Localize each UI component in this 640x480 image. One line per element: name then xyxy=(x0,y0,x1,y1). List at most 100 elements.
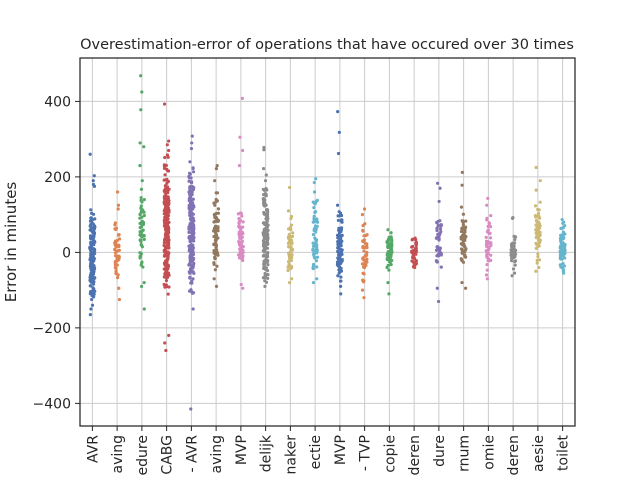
data-point xyxy=(386,257,390,261)
data-point xyxy=(313,236,317,240)
data-point xyxy=(386,240,390,244)
data-point xyxy=(93,240,97,244)
data-point xyxy=(340,218,344,222)
data-point xyxy=(286,209,291,213)
data-point xyxy=(189,146,194,151)
data-point xyxy=(287,255,292,259)
data-point xyxy=(117,297,122,302)
data-point xyxy=(435,220,439,225)
data-point xyxy=(511,256,516,260)
data-point xyxy=(410,245,414,249)
data-point xyxy=(266,276,270,280)
data-point xyxy=(89,280,93,284)
data-point xyxy=(216,211,220,215)
data-point xyxy=(188,213,192,217)
data-point xyxy=(215,163,219,168)
data-point xyxy=(462,238,466,242)
data-point xyxy=(241,286,245,290)
data-point xyxy=(312,180,316,185)
data-point xyxy=(562,271,566,275)
data-point xyxy=(389,262,393,267)
data-point xyxy=(485,203,489,207)
data-point xyxy=(537,265,541,270)
data-point xyxy=(92,232,96,236)
data-point xyxy=(536,252,540,256)
data-point xyxy=(191,197,195,201)
data-point xyxy=(264,217,268,221)
data-point xyxy=(336,151,341,156)
data-point xyxy=(336,274,340,278)
data-point xyxy=(262,145,266,150)
strip-series xyxy=(410,236,419,270)
data-point xyxy=(360,213,365,217)
strip-series xyxy=(88,152,97,317)
data-point xyxy=(117,233,121,237)
data-point xyxy=(114,270,118,275)
data-point xyxy=(164,246,168,250)
data-point xyxy=(263,260,267,264)
data-point xyxy=(116,203,121,207)
data-point xyxy=(114,241,118,245)
data-point xyxy=(513,259,518,263)
data-point xyxy=(263,212,267,216)
data-point xyxy=(488,231,492,235)
data-point xyxy=(488,225,493,229)
data-point xyxy=(115,190,120,194)
data-point xyxy=(215,264,219,268)
data-point xyxy=(240,214,244,218)
data-point xyxy=(89,307,93,311)
data-point xyxy=(338,265,342,269)
data-point xyxy=(263,179,268,183)
data-point xyxy=(236,212,241,216)
data-point xyxy=(238,252,242,256)
data-point xyxy=(190,134,194,138)
x-tick-label: aesie xyxy=(531,435,547,472)
data-point xyxy=(139,230,144,234)
data-point xyxy=(266,228,270,232)
data-point xyxy=(115,259,119,263)
data-point xyxy=(462,231,466,235)
data-point xyxy=(88,152,92,156)
data-point xyxy=(240,96,245,100)
data-point xyxy=(289,258,293,263)
data-point xyxy=(488,242,492,246)
data-point xyxy=(414,252,418,256)
data-point xyxy=(140,235,144,239)
data-point xyxy=(485,218,489,222)
data-point xyxy=(312,190,317,194)
data-point xyxy=(162,241,166,245)
strip-series xyxy=(236,96,245,290)
data-point xyxy=(263,284,267,288)
data-point xyxy=(190,228,195,233)
data-point xyxy=(509,248,513,252)
strip-series xyxy=(459,170,468,290)
data-point xyxy=(512,271,517,275)
data-point xyxy=(338,237,342,242)
data-point xyxy=(264,173,268,177)
data-point xyxy=(536,238,541,242)
data-point xyxy=(187,203,191,207)
data-point xyxy=(88,228,92,232)
data-point xyxy=(165,236,169,241)
data-point xyxy=(338,284,343,288)
strip-series xyxy=(162,102,171,353)
data-point xyxy=(191,291,196,295)
data-point xyxy=(191,217,195,222)
x-tick-label: dure xyxy=(432,435,448,467)
data-point xyxy=(163,184,167,188)
data-point xyxy=(484,273,489,277)
data-point xyxy=(463,253,467,257)
data-point xyxy=(339,275,343,279)
data-point xyxy=(92,174,96,178)
data-point xyxy=(264,221,268,225)
data-point xyxy=(313,210,318,214)
data-point xyxy=(138,251,142,255)
data-point xyxy=(389,247,394,251)
data-point xyxy=(188,210,192,214)
data-point xyxy=(139,254,143,258)
data-point xyxy=(266,242,270,246)
strip-series xyxy=(138,74,146,311)
data-point xyxy=(140,179,144,183)
data-point xyxy=(287,245,291,249)
data-point xyxy=(311,220,315,224)
